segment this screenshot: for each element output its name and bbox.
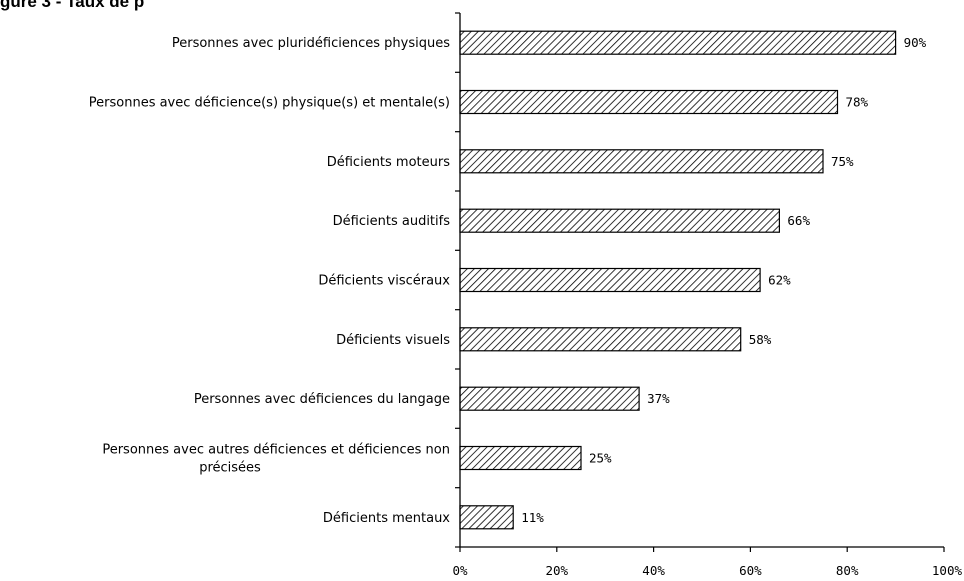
value-label: 90% <box>904 35 927 50</box>
bar <box>459 505 514 530</box>
category-label-line: Personnes avec déficiences du langage <box>194 392 450 407</box>
value-label: 66% <box>787 213 810 228</box>
labels-layer: 90% Personnes avec pluridéficiences physi… <box>89 35 927 526</box>
value-label: 78% <box>846 95 869 110</box>
value-label: 11% <box>521 510 544 525</box>
category-label-line: Personnes avec déficience(s) physique(s)… <box>89 96 450 111</box>
value-label: 37% <box>647 391 670 406</box>
bar <box>459 445 582 471</box>
category-label: Personnes avec déficience(s) physique(s)… <box>89 96 450 111</box>
x-tick-label: 100% <box>932 563 963 578</box>
category-label: Personnes avec déficiences du langage <box>194 392 450 407</box>
bar <box>459 208 780 233</box>
bar <box>459 30 897 55</box>
category-label-line: Déficients moteurs <box>327 155 450 170</box>
bar <box>459 386 640 411</box>
bars-layer <box>459 30 897 530</box>
category-label: Personnes avec pluridéficiences physique… <box>172 36 450 51</box>
category-label: Personnes avec autres déficiences et déf… <box>102 443 450 476</box>
category-label: Déficients visuels <box>336 333 450 348</box>
x-tick-label: 60% <box>739 563 762 578</box>
bar <box>459 89 839 115</box>
category-label-line: Déficients auditifs <box>333 214 451 229</box>
x-tick-label: 80% <box>836 563 859 578</box>
category-label: Déficients viscéraux <box>318 274 450 289</box>
bar <box>459 327 742 352</box>
category-label-line: précisées <box>199 461 261 476</box>
x-tick-label: 0% <box>452 563 468 578</box>
category-label-line: Personnes avec autres déficiences et déf… <box>102 443 450 458</box>
category-label-line: Déficients viscéraux <box>318 274 450 289</box>
axes-layer: 0% 20% 40% 60% 80% 100% <box>452 12 963 578</box>
value-label: 62% <box>768 273 791 288</box>
category-label-line: Déficients visuels <box>336 333 450 348</box>
value-label: 25% <box>589 451 612 466</box>
bar <box>459 149 824 174</box>
value-label: 75% <box>831 154 854 169</box>
category-label: Déficients moteurs <box>327 155 450 170</box>
category-label-line: Personnes avec pluridéficiences physique… <box>172 36 450 51</box>
bar <box>459 267 761 293</box>
category-label: Déficients auditifs <box>333 214 451 229</box>
x-tick-label: 40% <box>642 563 665 578</box>
category-label: Déficients mentaux <box>323 511 450 526</box>
x-tick-label: 20% <box>546 563 569 578</box>
chart-title: gure 3 - Taux de p <box>0 0 145 11</box>
category-label-line: Déficients mentaux <box>323 511 450 526</box>
value-label: 58% <box>749 332 772 347</box>
